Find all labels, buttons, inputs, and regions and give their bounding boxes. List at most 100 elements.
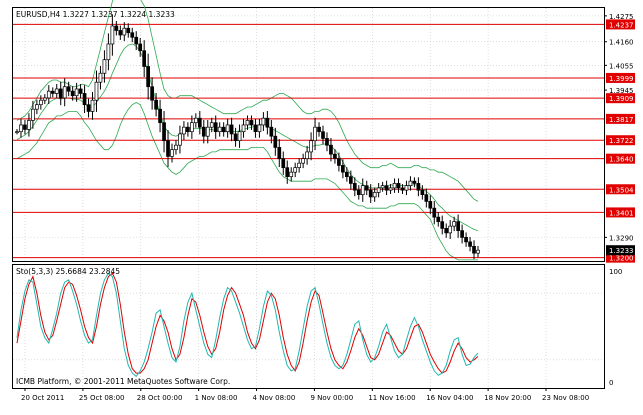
- candle-body: [78, 88, 83, 94]
- candle-body: [424, 194, 429, 202]
- candle-body: [58, 88, 63, 99]
- candle-body: [182, 126, 186, 135]
- candle-body: [38, 99, 43, 106]
- level-price-label: 1.3640: [609, 156, 634, 164]
- level-price-tag: [606, 153, 635, 164]
- stochastic-tick-label: 0: [609, 379, 613, 387]
- candle-body: [197, 117, 202, 128]
- candle-body: [289, 171, 294, 178]
- candle-body: [15, 131, 19, 134]
- candle-body: [436, 216, 441, 222]
- level-price-label: 1.3722: [609, 137, 634, 145]
- level-price-label: 1.3909: [609, 95, 634, 103]
- candle-body: [114, 25, 119, 31]
- candle-body: [74, 88, 79, 97]
- candle-body: [106, 43, 111, 61]
- candle-body: [396, 183, 401, 189]
- candle-body: [158, 108, 162, 124]
- price-tick-label: 1.3290: [609, 234, 634, 242]
- time-tick-label: 18 Nov 20:00: [484, 394, 531, 402]
- candle-body: [468, 241, 472, 247]
- chart-header: EURUSD,H4 1.3227 1.3237 1.3224 1.3233: [16, 10, 175, 19]
- candle-body: [432, 207, 437, 218]
- candle-body: [98, 72, 103, 83]
- price-tick-label: 1.4055: [609, 62, 634, 70]
- candle-body: [384, 185, 389, 191]
- candle-body: [225, 124, 230, 133]
- level-price-tag: [606, 252, 635, 263]
- price-panel-frame: [12, 7, 605, 262]
- candle-body: [94, 81, 99, 101]
- candle-body: [62, 86, 67, 99]
- candle-body: [281, 158, 286, 169]
- candle-body: [46, 90, 51, 99]
- stochastic-tick-label: 100: [609, 268, 622, 276]
- candle-body: [174, 144, 178, 151]
- level-price-label: 1.3200: [609, 255, 634, 263]
- candle-body: [166, 140, 170, 157]
- level-price-label: 1.4237: [609, 21, 634, 29]
- time-tick-label: 25 Oct 08:00: [79, 394, 125, 402]
- candle-body: [325, 138, 329, 146]
- current-price-tag: [606, 245, 635, 256]
- candle-body: [388, 187, 393, 191]
- candle-body: [193, 117, 198, 124]
- level-price-tag: [606, 113, 635, 124]
- candle-body: [170, 149, 174, 157]
- candle-body: [368, 189, 373, 198]
- candle-body: [257, 124, 262, 133]
- candle-body: [412, 180, 417, 184]
- candle-body: [90, 99, 95, 112]
- candles: [15, 14, 480, 260]
- candle-body: [217, 126, 222, 133]
- candle-body: [209, 122, 214, 128]
- stochastic-panel-frame: [12, 264, 605, 389]
- candle-body: [376, 187, 381, 193]
- candle-body: [448, 225, 453, 234]
- candle-body: [190, 122, 194, 133]
- candle-body: [277, 147, 282, 160]
- level-price-tag: [606, 19, 635, 30]
- price-axis: 1.4275 1.4160 1.4055 1.3945 1.3290 1.4237 1.39…: [604, 13, 635, 263]
- candle-body: [305, 151, 309, 160]
- candle-body: [416, 183, 421, 191]
- stochastic-line: [16, 272, 479, 374]
- candle-body: [337, 158, 341, 166]
- stochastic-label: Sto(5,3,3) 25.6684 23.2845: [16, 267, 120, 276]
- candle-body: [66, 86, 71, 92]
- candle-body: [205, 126, 210, 137]
- candle-body: [329, 144, 333, 155]
- level-price-label: 1.3999: [609, 75, 634, 83]
- level-price-tag: [606, 184, 635, 195]
- candle-body: [356, 189, 361, 196]
- candle-body: [420, 189, 425, 196]
- level-price-label: 1.3817: [609, 116, 634, 124]
- candle-body: [118, 30, 123, 36]
- candle-body: [309, 140, 313, 153]
- candle-body: [27, 120, 31, 130]
- candle-body: [452, 221, 457, 227]
- candle-body: [313, 126, 317, 142]
- time-tick-label: 20 Oct 2011: [21, 394, 64, 402]
- candle-body: [102, 59, 107, 74]
- candle-body: [150, 86, 154, 101]
- candle-body: [229, 124, 234, 135]
- candle-body: [138, 43, 143, 52]
- candle-body: [130, 32, 135, 38]
- candle-body: [293, 167, 298, 173]
- footer-copyright: ICMB Platform, © 2001-2011 MetaQuotes So…: [16, 377, 230, 386]
- time-tick-label: 28 Oct 00:00: [137, 394, 183, 402]
- candle-body: [404, 185, 409, 191]
- candle-body: [126, 27, 131, 34]
- candle-body: [134, 36, 139, 45]
- candle-body: [146, 66, 150, 88]
- price-tick-label: 1.4275: [609, 13, 634, 21]
- candle-body: [213, 122, 218, 133]
- candle-body: [297, 162, 302, 169]
- time-tick-label: 11 Nov 16:00: [368, 394, 415, 402]
- candle-body: [333, 153, 337, 160]
- candle-body: [456, 221, 460, 231]
- candle-body: [154, 99, 158, 110]
- stochastic-line: [16, 272, 479, 378]
- candle-body: [392, 183, 397, 189]
